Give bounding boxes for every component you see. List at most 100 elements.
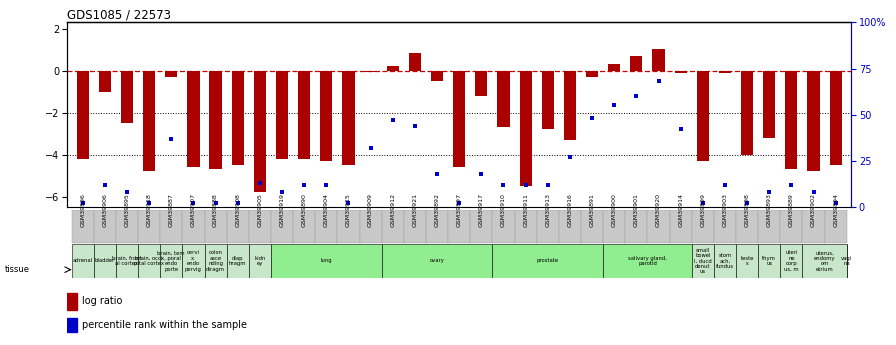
Bar	[431, 71, 444, 81]
Text: GSM39899: GSM39899	[701, 193, 705, 227]
Bar	[780, 244, 803, 278]
Text: GSM39912: GSM39912	[391, 193, 395, 227]
Bar	[719, 71, 731, 73]
Text: GSM39890: GSM39890	[302, 193, 306, 227]
Text: GSM39905: GSM39905	[257, 193, 263, 227]
Bar	[143, 71, 155, 171]
Bar	[780, 210, 803, 243]
Bar	[160, 244, 183, 278]
Text: GSM39917: GSM39917	[478, 193, 484, 227]
Bar	[830, 71, 841, 165]
Text: GSM39893: GSM39893	[767, 193, 771, 227]
Text: GSM39901: GSM39901	[633, 193, 639, 227]
Text: lung: lung	[321, 258, 332, 263]
Bar	[736, 244, 758, 278]
Bar	[138, 244, 160, 278]
Bar	[652, 49, 665, 71]
Bar	[625, 210, 648, 243]
Text: GSM39918: GSM39918	[147, 193, 151, 227]
Bar	[227, 244, 249, 278]
Text: GSM39902: GSM39902	[811, 193, 816, 227]
Text: GSM39908: GSM39908	[236, 193, 240, 227]
Text: diap
hragm: diap hragm	[229, 256, 246, 266]
Bar	[714, 244, 736, 278]
Bar	[365, 71, 376, 72]
Bar	[342, 71, 355, 165]
Bar	[382, 244, 493, 278]
Bar	[803, 210, 824, 243]
Bar	[608, 65, 620, 71]
Bar	[559, 210, 581, 243]
Bar	[165, 71, 177, 77]
Text: stom
ach,
fundus: stom ach, fundus	[716, 253, 734, 269]
Bar	[409, 53, 421, 71]
Text: GSM39898: GSM39898	[745, 193, 750, 227]
Text: GSM39911: GSM39911	[523, 193, 528, 227]
Text: GSM39897: GSM39897	[457, 193, 461, 227]
Text: GSM39913: GSM39913	[546, 193, 550, 227]
Bar	[564, 71, 576, 140]
Bar	[603, 244, 692, 278]
Bar	[187, 71, 200, 167]
Bar	[542, 71, 554, 129]
Text: brain, occi
pital cortex: brain, occi pital cortex	[134, 256, 164, 266]
Bar	[77, 71, 89, 159]
Text: tissue: tissue	[4, 265, 30, 274]
Text: adrenal: adrenal	[73, 258, 93, 263]
Bar	[249, 244, 271, 278]
Text: uterus,
endomy
om
etrium: uterus, endomy om etrium	[814, 250, 835, 272]
Bar	[426, 210, 448, 243]
Bar	[249, 210, 271, 243]
Text: GSM39914: GSM39914	[678, 193, 683, 227]
Bar	[183, 244, 204, 278]
Text: GSM39900: GSM39900	[612, 193, 616, 227]
Bar	[630, 56, 642, 71]
Bar	[537, 210, 559, 243]
Text: colon
asce
nding
diragm: colon asce nding diragm	[206, 250, 225, 272]
Bar	[758, 244, 780, 278]
Text: GSM39895: GSM39895	[125, 193, 130, 227]
Text: kidn
ey: kidn ey	[254, 256, 265, 266]
Bar	[72, 210, 94, 243]
Text: percentile rank within the sample: percentile rank within the sample	[82, 320, 246, 330]
Bar	[741, 71, 754, 155]
Text: GSM39904: GSM39904	[323, 193, 329, 227]
Bar	[121, 71, 134, 123]
Bar	[763, 71, 775, 138]
Bar	[697, 71, 709, 161]
Text: GSM39906: GSM39906	[102, 193, 108, 227]
Text: GSM39896: GSM39896	[81, 193, 85, 227]
Text: GSM39889: GSM39889	[788, 193, 794, 227]
Bar	[758, 210, 780, 243]
Bar	[470, 210, 493, 243]
Text: GSM39920: GSM39920	[656, 193, 661, 227]
Text: log ratio: log ratio	[82, 296, 122, 306]
Bar	[453, 71, 465, 167]
Text: GSM39916: GSM39916	[567, 193, 573, 227]
Bar	[493, 210, 514, 243]
Bar	[67, 318, 77, 333]
Bar	[293, 210, 315, 243]
Bar	[254, 71, 266, 192]
Text: vagi
na: vagi na	[841, 256, 852, 266]
Bar	[714, 210, 736, 243]
Bar	[271, 244, 382, 278]
Text: GSM39894: GSM39894	[833, 193, 838, 227]
Text: GSM39892: GSM39892	[435, 193, 440, 227]
Text: GSM39888: GSM39888	[213, 193, 218, 227]
Text: GSM39919: GSM39919	[280, 193, 285, 227]
Bar	[387, 67, 399, 71]
Text: GSM39910: GSM39910	[501, 193, 506, 227]
Text: GDS1085 / 22573: GDS1085 / 22573	[67, 9, 171, 22]
Bar	[586, 71, 599, 77]
Bar	[448, 210, 470, 243]
Bar	[807, 71, 820, 171]
Bar	[116, 210, 138, 243]
Bar	[785, 71, 797, 169]
Text: brain, front
al cortex: brain, front al cortex	[112, 256, 142, 266]
Bar	[338, 210, 359, 243]
Bar	[72, 244, 94, 278]
Bar	[210, 71, 221, 169]
Text: salivary gland,
parotid: salivary gland, parotid	[628, 256, 667, 266]
Text: GSM39887: GSM39887	[168, 193, 174, 227]
